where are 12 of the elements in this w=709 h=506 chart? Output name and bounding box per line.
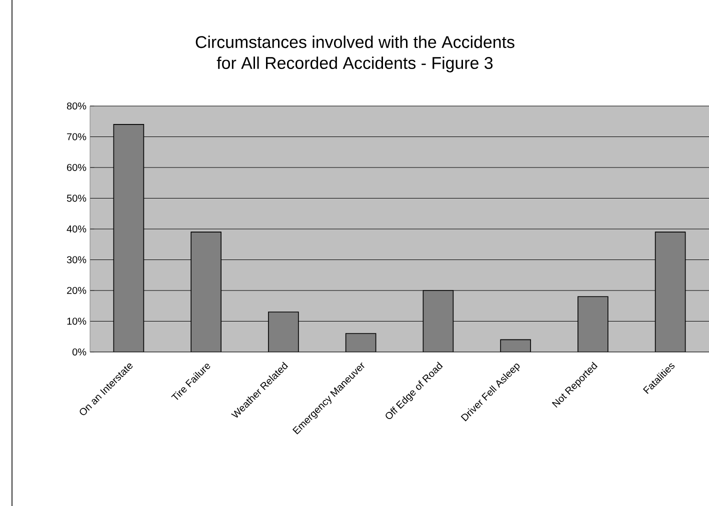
y-tick-label: 20% xyxy=(67,286,86,294)
y-tick-label: 80% xyxy=(66,102,86,110)
y-tick-label: 50% xyxy=(66,194,86,202)
bar xyxy=(345,333,376,352)
y-tick-label: 40% xyxy=(66,225,86,233)
y-tick-label: 10% xyxy=(67,318,86,325)
bar xyxy=(500,339,531,352)
chart-title: Circumstances involved with the Accidents for All Recorded Accidents - Figure 3 xyxy=(196,36,514,72)
y-tick-label: 30% xyxy=(66,256,86,264)
y-tick-label: 70% xyxy=(67,133,86,140)
y-tick-label: 0% xyxy=(72,348,86,356)
y-tick-label: 60% xyxy=(67,164,86,172)
